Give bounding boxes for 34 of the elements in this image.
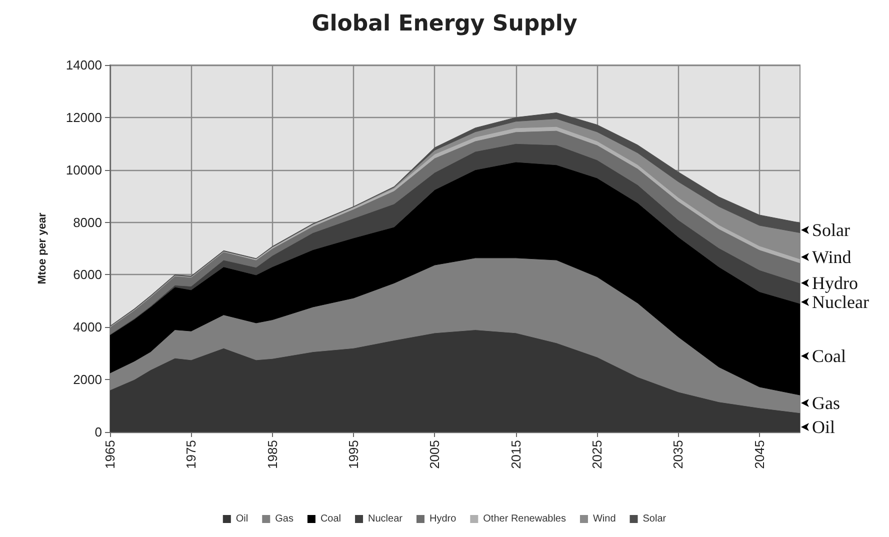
legend-label: Gas — [275, 514, 294, 524]
y-tick-label: 14000 — [66, 58, 102, 72]
x-tick-label: 1975 — [184, 440, 199, 469]
x-tick-label: 1995 — [346, 440, 362, 469]
y-tick-label: 12000 — [66, 110, 102, 125]
y-tick-label: 0 — [94, 424, 102, 440]
x-tick-label: 2045 — [752, 440, 767, 469]
x-tick-label: 2035 — [670, 440, 686, 469]
y-tick-label: 6000 — [73, 267, 102, 282]
legend-label: Hydro — [429, 514, 457, 524]
text: Wind — [812, 247, 852, 267]
text: Gas — [812, 393, 840, 413]
legend-label: Oil — [236, 514, 248, 524]
y-axis-title: Mtoe per year — [36, 212, 48, 284]
text: Nuclear — [812, 292, 869, 312]
y-tick-label: 8000 — [73, 214, 102, 230]
legend-label: Other Renewables — [483, 514, 566, 524]
legend-label: Wind — [592, 514, 616, 524]
y-tick-label: 2000 — [73, 372, 102, 388]
text: Solar — [812, 220, 850, 240]
text: Coal — [812, 346, 846, 366]
x-tick-label: 2025 — [590, 440, 605, 469]
legend-label: Nuclear — [368, 514, 404, 524]
y-tick-label: 4000 — [73, 320, 102, 335]
x-tick-label: 1965 — [102, 440, 118, 469]
x-tick-label: 1985 — [264, 440, 280, 469]
y-tick-label: 10000 — [66, 162, 102, 178]
legend-label: Solar — [642, 514, 667, 524]
x-tick-label: 2015 — [508, 440, 524, 469]
text: Hydro — [812, 273, 858, 293]
chart-title: Global Energy Supply — [312, 12, 578, 36]
legend-label: Coal — [320, 514, 342, 524]
text: Oil — [812, 417, 836, 437]
x-tick-label: 2005 — [427, 440, 442, 469]
